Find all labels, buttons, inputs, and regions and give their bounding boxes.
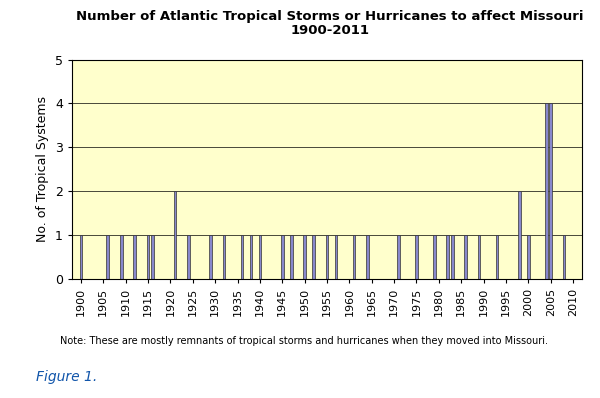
- Bar: [281, 235, 284, 279]
- Bar: [464, 235, 467, 279]
- Bar: [250, 235, 252, 279]
- Bar: [326, 235, 328, 279]
- Bar: [496, 235, 499, 279]
- Bar: [151, 235, 154, 279]
- Bar: [173, 191, 176, 279]
- Bar: [80, 235, 82, 279]
- Bar: [550, 103, 552, 279]
- Bar: [446, 235, 449, 279]
- Y-axis label: No. of Tropical Systems: No. of Tropical Systems: [37, 96, 49, 242]
- Bar: [259, 235, 261, 279]
- Bar: [563, 235, 565, 279]
- Bar: [223, 235, 226, 279]
- Bar: [290, 235, 293, 279]
- Bar: [518, 191, 521, 279]
- Bar: [335, 235, 337, 279]
- Bar: [366, 235, 368, 279]
- Text: Number of Atlantic Tropical Storms or Hurricanes to affect Missouri: Number of Atlantic Tropical Storms or Hu…: [76, 10, 584, 23]
- Bar: [451, 235, 454, 279]
- Bar: [303, 235, 306, 279]
- Bar: [397, 235, 400, 279]
- Bar: [527, 235, 530, 279]
- Bar: [545, 103, 548, 279]
- Text: Note: These are mostly remnants of tropical storms and hurricanes when they move: Note: These are mostly remnants of tropi…: [60, 336, 548, 346]
- Bar: [187, 235, 190, 279]
- Bar: [147, 235, 149, 279]
- Text: 1900-2011: 1900-2011: [290, 24, 370, 37]
- Bar: [106, 235, 109, 279]
- Bar: [241, 235, 244, 279]
- Bar: [433, 235, 436, 279]
- Bar: [415, 235, 418, 279]
- Bar: [353, 235, 355, 279]
- Bar: [312, 235, 315, 279]
- Bar: [133, 235, 136, 279]
- Text: Figure 1.: Figure 1.: [36, 370, 97, 384]
- Bar: [478, 235, 481, 279]
- Bar: [120, 235, 122, 279]
- Bar: [209, 235, 212, 279]
